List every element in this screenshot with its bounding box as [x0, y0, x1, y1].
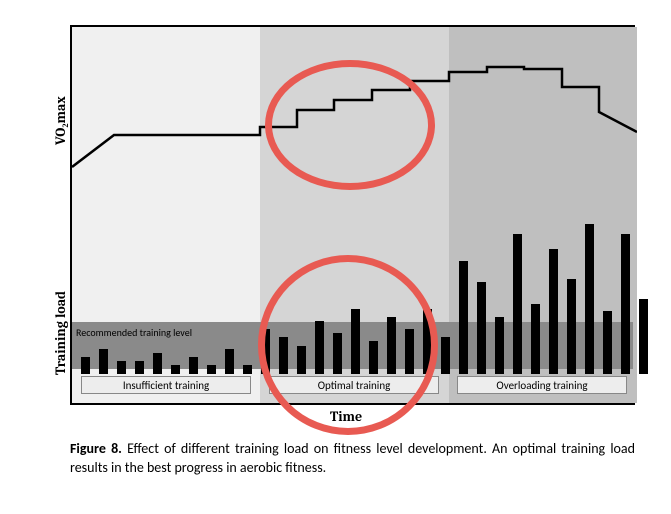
training-load-bar [387, 317, 396, 374]
training-load-bar [405, 329, 414, 374]
training-load-bar [603, 311, 612, 374]
training-load-bar [567, 279, 576, 374]
training-load-bar [441, 337, 450, 374]
training-load-bar [153, 353, 162, 374]
training-load-bar [171, 365, 180, 374]
zone-box-optimal: Optimal training [269, 376, 439, 394]
training-load-bar [261, 329, 270, 374]
training-load-bar [315, 321, 324, 374]
training-load-bar [243, 365, 252, 374]
training-load-bar [279, 337, 288, 374]
training-load-bar [189, 357, 198, 374]
training-load-bar [495, 317, 504, 374]
ylabel-training-load: Training load [52, 291, 69, 375]
training-load-bar [135, 361, 144, 374]
training-load-bar [81, 357, 90, 374]
training-load-bar [207, 365, 216, 374]
training-load-bar [423, 309, 432, 374]
zone-box-insufficient: Insufficient training [81, 376, 251, 394]
figure-caption: Figure 8. Effect of different training l… [70, 440, 635, 478]
training-load-bar [333, 333, 342, 374]
plot-area: Recommended training level Insufficient … [70, 25, 635, 405]
training-load-bar [639, 299, 648, 374]
training-load-bar [117, 361, 126, 374]
training-load-bar [351, 309, 360, 374]
training-load-bar [477, 282, 486, 374]
training-load-bar [513, 234, 522, 374]
xlabel-time: Time [330, 408, 362, 425]
caption-bold: Figure 8. [70, 440, 122, 457]
training-load-bar [621, 234, 630, 374]
training-load-bar [549, 249, 558, 374]
caption-text: Effect of different training load on fit… [70, 440, 635, 476]
training-load-bar [99, 349, 108, 374]
ylabel-vo2max: VO₂max [52, 96, 70, 145]
training-load-bar [585, 224, 594, 374]
training-load-bar [369, 341, 378, 374]
training-load-bar [531, 304, 540, 374]
training-load-bar [225, 349, 234, 374]
zone-box-overloading: Overloading training [457, 376, 627, 394]
training-load-bar [297, 346, 306, 374]
chart-container: Recommended training level Insufficient … [70, 25, 635, 405]
training-load-bar [459, 261, 468, 374]
recommended-label: Recommended training level [76, 326, 192, 339]
